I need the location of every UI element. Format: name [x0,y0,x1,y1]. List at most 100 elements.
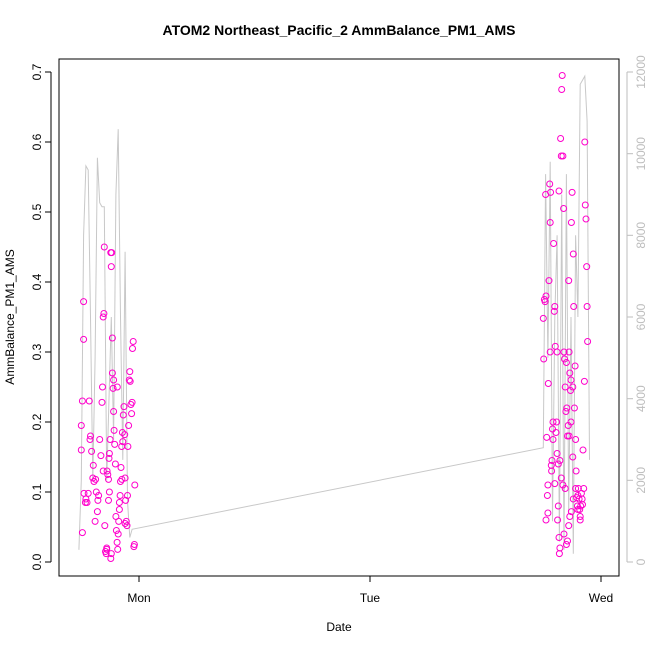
data-point [557,474,565,482]
x-axis: Mon Tue Wed [127,575,613,605]
data-point [551,303,559,310]
y-tick-label: 0.6 [30,133,44,150]
data-point [569,383,577,391]
data-point [112,527,120,534]
data-point [103,467,111,475]
data-point [105,488,113,496]
data-point [98,398,106,406]
data-point [105,454,113,462]
data-point [118,429,126,436]
data-point [569,495,577,503]
data-point [570,303,578,310]
data-point [123,522,131,530]
data-point [107,555,115,562]
data-point [100,243,108,251]
data-point [565,348,573,356]
data-point [87,432,94,440]
data-point [560,530,568,538]
data-point [126,377,134,385]
data-point [105,496,112,504]
data-point [114,530,122,538]
data-point [550,240,558,247]
y-tick-label: 0.0 [30,553,44,570]
data-point [579,501,586,509]
y-tick-label: 0.4 [30,273,44,290]
data-point [90,478,98,485]
data-point [91,517,99,525]
data-point [118,475,126,483]
data-point [542,292,550,300]
chart-title: ATOM2 Northeast_Pacific_2 AmmBalance_PM1… [163,22,516,38]
data-point [110,376,118,384]
data-point [555,534,563,541]
data-point [104,471,112,478]
data-point [582,215,590,223]
data-point [96,436,104,443]
data-point [565,432,573,440]
data-point [547,188,555,196]
data-point [573,502,581,510]
plot-frame [58,58,620,577]
data-point [572,485,580,492]
y-axis-ticks [45,71,51,563]
data-point [548,467,556,475]
data-point [130,541,138,548]
data-point [553,348,561,356]
data-point [106,436,114,443]
x-axis-ticks [138,576,602,582]
y2-tick-label: 6000 [634,303,648,330]
data-point [551,342,559,350]
data-point [556,457,564,464]
data-point [574,485,582,492]
y-tick-label: 0.3 [30,343,44,360]
data-point [583,303,591,310]
y2-tick-label: 10000 [634,137,648,171]
data-point [539,314,547,322]
data-point [562,541,570,548]
data-point [131,481,139,489]
data-point [564,537,571,545]
data-point [554,502,562,510]
y2-tick-label: 8000 [634,222,648,249]
data-point [561,355,568,363]
data-point [567,418,575,426]
data-point [125,376,133,384]
data-point [89,461,97,469]
data-point [129,338,137,345]
data-point [550,307,558,315]
data-point [77,422,85,429]
data-point [109,384,117,392]
data-point [113,538,121,546]
data-point [113,383,121,391]
data-point [576,513,584,520]
data-point [107,263,115,271]
data-point [108,369,116,377]
data-point [111,460,119,468]
data-point [579,446,587,454]
data-point [126,368,134,376]
data-point [92,475,100,483]
data-point [560,348,568,356]
data-point [576,516,584,524]
data-point [129,345,136,352]
data-point [548,457,556,464]
data-point [558,72,566,79]
data-point [559,152,567,160]
y-tick-label: 0.7 [30,63,44,80]
data-point [567,376,575,384]
y2-tick-label: 4000 [634,385,648,412]
data-point [83,499,91,506]
data-point [114,545,122,553]
secondary-line-series [78,74,590,554]
data-point [95,492,103,499]
data-point [99,467,107,475]
data-point [115,517,123,525]
data-point [546,180,554,188]
data-point [561,485,569,492]
data-point [581,138,589,146]
data-point [543,492,551,499]
data-point [117,464,125,471]
data-point [544,481,552,489]
data-point [549,436,557,443]
